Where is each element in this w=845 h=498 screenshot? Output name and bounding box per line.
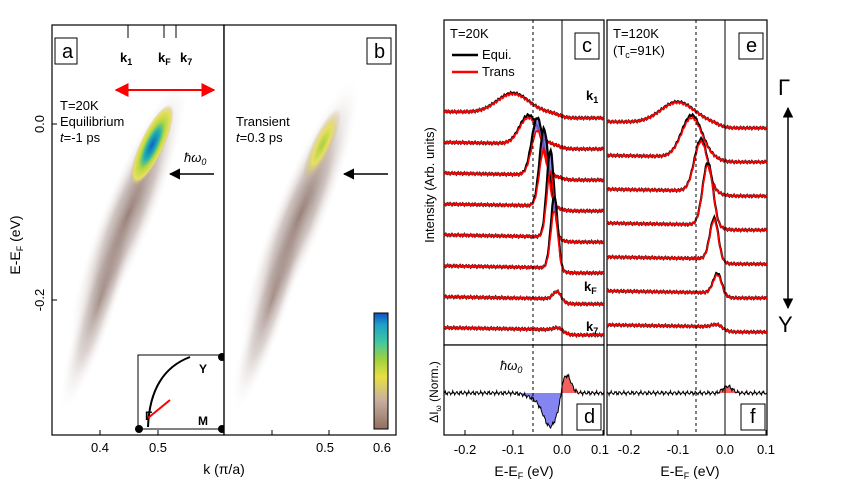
panel-a-band <box>59 75 190 415</box>
panel-a: a k1 kF k7 T=20K Equilibrium t=-1 ps ħω0… <box>7 24 227 436</box>
k-markers: k1 kF k7 <box>120 25 192 67</box>
direction-gamma: Γ <box>778 75 790 100</box>
edc-trans-curve <box>443 169 605 245</box>
xtick-d-0: -0.2 <box>454 442 476 457</box>
xtick-b-1: 0.6 <box>373 440 391 455</box>
panel-c-ylabel: Intensity (Arb. units) <box>422 127 437 243</box>
edc-label-k1: k1 <box>586 88 598 105</box>
panel-b: b Transient t=0.3 ps <box>223 24 397 436</box>
panel-b-label: b <box>374 41 385 63</box>
panel-d-ylabel: ΔIω (Norm.) <box>427 361 443 423</box>
edc-label-k7: k7 <box>586 319 598 336</box>
ytick-0: 0.0 <box>32 115 47 133</box>
panel-a-time: t=-1 ps <box>60 130 101 145</box>
edc-trans-curve <box>606 322 768 335</box>
panel-c-title: T=20K <box>450 26 489 41</box>
inset-Gamma-label: Γ <box>145 409 153 423</box>
legend-trans: Trans <box>482 64 515 79</box>
diff-curve <box>606 383 767 397</box>
edc-trans-curve <box>606 273 768 301</box>
hw0-label-a: ħω0 <box>184 150 206 167</box>
edc-trans-curve <box>443 146 605 214</box>
panel-e: T=120K (Tc=91K) e <box>606 19 768 346</box>
kF-marker: kF <box>158 50 171 67</box>
legend: Equi. Trans <box>452 47 515 79</box>
panel-d-curves <box>443 373 605 430</box>
edc-trans-curve <box>443 129 605 183</box>
panel-d-label: d <box>584 406 595 428</box>
panel-a-state: Equilibrium <box>60 114 124 129</box>
edc-label-kF: kF <box>584 279 597 296</box>
edc-trans-curve <box>606 164 768 233</box>
edc-trans-curve <box>443 210 605 276</box>
panel-d-xaxis: -0.2 -0.1 0.0 0.1 E-EF (eV) <box>454 430 609 481</box>
edc-trans-curve <box>443 115 605 152</box>
xtick-a-0: 0.4 <box>91 440 109 455</box>
panel-b-time: t=0.3 ps <box>236 130 283 145</box>
xtick-a-1: 0.5 <box>149 440 167 455</box>
ytick-1: -0.2 <box>32 289 47 311</box>
xtick-f-3: 0.1 <box>757 442 775 457</box>
colorbar <box>373 312 389 430</box>
xtick-d-1: -0.1 <box>502 442 524 457</box>
edc-trans-curve <box>443 325 605 338</box>
direction-Y: Y <box>778 312 793 337</box>
panel-f: f -0.2 -0.1 0.0 0.1 E-EF (eV) <box>606 344 775 481</box>
panel-c: T=20K Equi. Trans c k1 kF k7 Intensity (… <box>422 19 605 346</box>
hw0-label-d: ħω0 <box>500 358 522 375</box>
panel-e-curves <box>606 99 768 335</box>
k1-marker: k1 <box>120 50 132 67</box>
panel-f-label: f <box>750 406 756 428</box>
panel-e-title: T=120K <box>613 26 659 41</box>
panel-d: ħω0 d ΔIω (Norm.) -0.2 -0.1 0.0 0.1 E-EF… <box>427 344 609 481</box>
xtick-f-2: 0.0 <box>716 442 734 457</box>
diff-curve <box>443 373 605 430</box>
edc-trans-curve <box>606 100 768 131</box>
inset-M-label: M <box>198 414 208 428</box>
panel-c-curves <box>443 90 605 338</box>
panel-a-label: a <box>62 41 74 63</box>
panel-e-label: e <box>746 35 757 57</box>
panel-d-frame <box>443 344 605 436</box>
ab-xaxis: 0.4 0.5 0.5 0.6 k (π/a) <box>91 430 391 477</box>
panel-c-label: c <box>582 35 592 57</box>
panel-f-frame <box>606 344 768 436</box>
edc-trans-curve <box>443 289 605 307</box>
xtick-d-2: 0.0 <box>553 442 571 457</box>
legend-equi: Equi. <box>482 47 512 62</box>
xtick-b-0: 0.5 <box>316 440 334 455</box>
panel-a-ylabel: E-EF (eV) <box>7 215 25 274</box>
panel-a-yaxis: 0.0 -0.2 E-EF (eV) <box>7 115 57 311</box>
xtick-d-3: 0.1 <box>591 442 609 457</box>
panel-d-xlabel: E-EF (eV) <box>494 463 553 481</box>
panel-f-xlabel: E-EF (eV) <box>660 463 719 481</box>
bz-inset: Y Γ M <box>135 353 227 433</box>
panel-f-curves <box>606 383 767 397</box>
k7-marker: k7 <box>180 50 192 67</box>
inset-Y-label: Y <box>199 362 207 376</box>
panel-b-state: Transient <box>236 114 290 129</box>
panel-b-band <box>231 75 362 415</box>
panel-a-temp: T=20K <box>60 98 99 113</box>
edc-trans-curve <box>606 217 768 267</box>
momentum-direction: Γ Y <box>778 75 794 337</box>
edc-trans-curve <box>443 91 605 121</box>
xtick-f-0: -0.2 <box>618 442 640 457</box>
panel-e-tc: (Tc=91K) <box>613 43 665 60</box>
panel-f-xaxis: -0.2 -0.1 0.0 0.1 E-EF (eV) <box>618 430 775 481</box>
xtick-f-1: -0.1 <box>667 442 689 457</box>
edc-trans-curve <box>606 115 768 165</box>
panel-c-frame <box>443 19 605 346</box>
edc-trans-curve <box>606 139 768 199</box>
ab-xlabel: k (π/a) <box>203 461 245 477</box>
